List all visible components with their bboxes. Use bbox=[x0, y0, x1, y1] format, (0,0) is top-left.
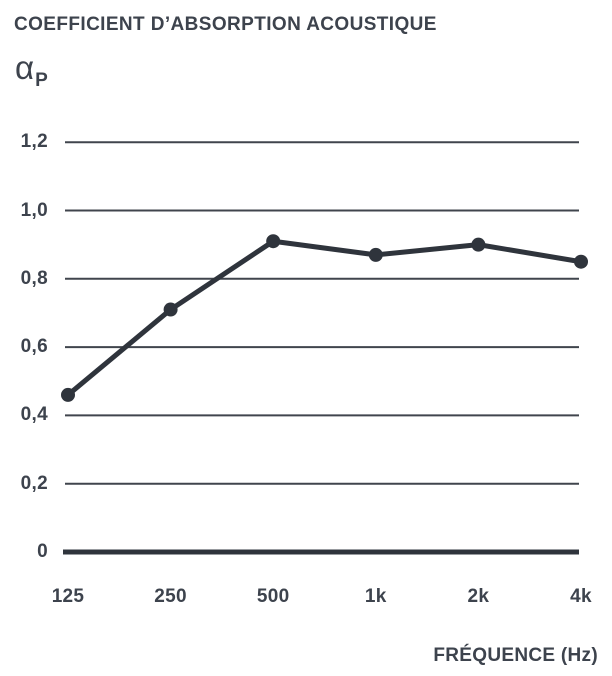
y-tick-label: 1,2 bbox=[20, 131, 48, 153]
data-point-marker bbox=[368, 247, 383, 262]
x-tick-label: 4k bbox=[570, 586, 592, 607]
y-tick-label: 0 bbox=[37, 541, 48, 562]
x-tick-label: 125 bbox=[51, 586, 85, 607]
y-tick-label: 1,0 bbox=[20, 199, 48, 221]
x-axis-title: FRÉQUENCE (Hz) bbox=[433, 645, 598, 666]
x-tick-label: 2k bbox=[467, 586, 490, 607]
absorption-data-line bbox=[65, 238, 584, 398]
y-tick-label: 0,2 bbox=[20, 472, 48, 494]
x-tick-label: 1k bbox=[364, 586, 387, 607]
x-tick-label: 250 bbox=[154, 586, 187, 607]
y-tick-label: 0,6 bbox=[20, 336, 48, 358]
alpha-subscript: P bbox=[35, 70, 48, 91]
data-point-marker bbox=[163, 302, 178, 317]
data-point-marker bbox=[471, 237, 486, 252]
data-point-marker bbox=[574, 254, 588, 269]
chart-title: COEFFICIENT D’ABSORPTION ACOUSTIQUE bbox=[14, 14, 437, 35]
y-tick-label: 0,8 bbox=[20, 267, 48, 289]
y-tick-label: 0,4 bbox=[20, 404, 48, 426]
alpha-symbol: α bbox=[15, 49, 35, 86]
data-point-marker bbox=[61, 387, 75, 402]
data-point-marker bbox=[266, 234, 281, 249]
y-axis-symbol: αP bbox=[15, 48, 48, 91]
x-tick-label: 500 bbox=[256, 586, 290, 607]
